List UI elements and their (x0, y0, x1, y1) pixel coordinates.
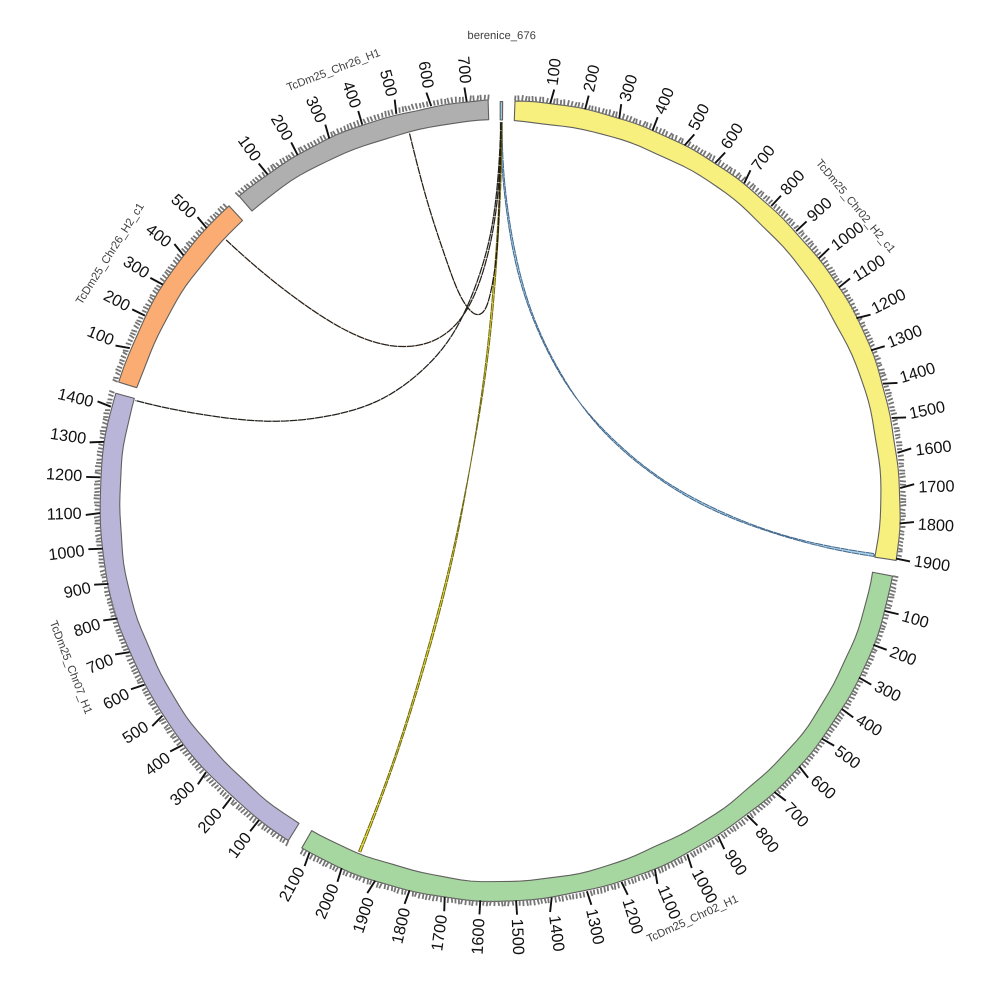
svg-text:1200: 1200 (46, 465, 83, 485)
svg-text:1600: 1600 (914, 437, 952, 459)
svg-text:1700: 1700 (428, 914, 451, 952)
svg-text:1300: 1300 (49, 425, 87, 448)
svg-text:1900: 1900 (913, 552, 951, 575)
svg-text:1800: 1800 (917, 515, 954, 535)
svg-text:900: 900 (62, 579, 92, 602)
svg-text:1100: 1100 (46, 505, 82, 524)
svg-text:200: 200 (580, 63, 603, 93)
svg-text:1000: 1000 (47, 542, 85, 564)
svg-text:1600: 1600 (469, 918, 489, 955)
svg-text:600: 600 (415, 60, 437, 90)
svg-text:1500: 1500 (508, 918, 527, 955)
svg-text:700: 700 (454, 56, 474, 85)
svg-text:1400: 1400 (545, 914, 568, 952)
svg-text:100: 100 (544, 57, 565, 86)
svg-text:berenice_676: berenice_676 (467, 30, 536, 42)
svg-text:1700: 1700 (918, 477, 955, 496)
